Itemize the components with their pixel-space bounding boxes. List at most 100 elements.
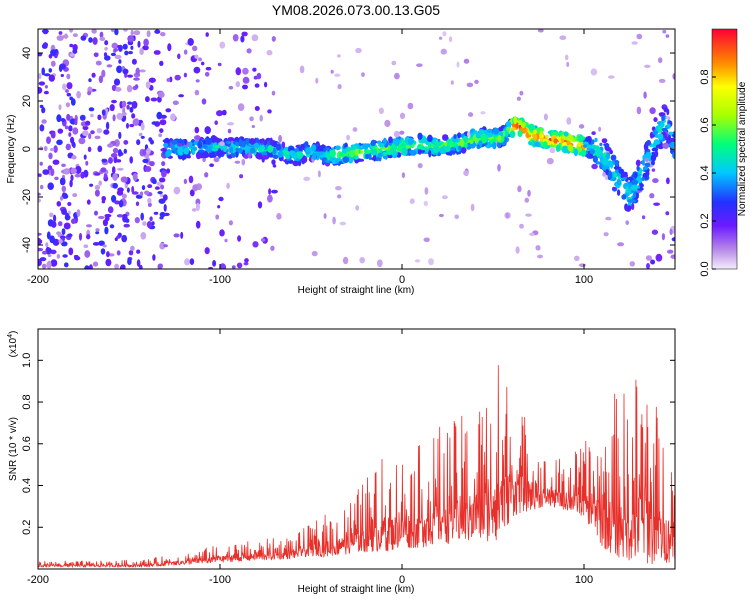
spectrogram-cell — [593, 155, 598, 163]
spectrogram-cell — [95, 231, 100, 235]
spectrogram-cell — [166, 78, 171, 82]
spectrogram-cell — [120, 264, 126, 269]
spectrogram-cell — [382, 151, 388, 157]
spectrogram-cell — [651, 160, 655, 166]
spectrogram-cell — [204, 172, 209, 178]
colorbar-tick-label: 0.0 — [699, 261, 711, 276]
spectrogram-cell — [128, 36, 135, 43]
spectrogram-cell — [122, 68, 129, 75]
spectrogram-cell — [167, 43, 172, 52]
spectrogram-cell — [227, 122, 235, 126]
spectrogram-cell — [312, 155, 316, 160]
spectrogram-cell — [231, 265, 236, 269]
colorbar-ticks: 0.0 0.2 0.4 0.6 0.8 — [699, 69, 716, 277]
spectrogram-cell — [192, 184, 199, 192]
spectrogram-cell — [136, 139, 141, 146]
spectrogram-cell — [50, 259, 58, 267]
spectrogram-cell — [216, 110, 223, 117]
spectrogram-cell — [322, 152, 326, 159]
spectrogram-cell — [65, 89, 69, 93]
spectrogram-cell — [120, 176, 128, 183]
spectrogram-cell — [211, 147, 219, 152]
spectrogram-cell — [95, 228, 100, 232]
spectrogram-cell — [332, 216, 336, 225]
spectrogram-cell — [361, 72, 365, 77]
spectrogram-cell — [157, 263, 163, 269]
spectrogram-cell — [589, 149, 596, 155]
spectrogram-cell — [88, 37, 93, 43]
spectrogram-cell — [649, 107, 656, 115]
spectrogram-cell — [278, 151, 284, 158]
spectrogram-cell — [53, 214, 57, 223]
bottom-y-tick-label: 0.2 — [21, 520, 33, 535]
spectrogram-cell — [78, 137, 86, 145]
spectrogram-cell — [416, 63, 423, 67]
spectrogram-cell — [158, 133, 163, 138]
spectrogram-cell — [61, 185, 67, 193]
spectrogram-cell — [56, 254, 61, 259]
spectrogram-cell — [658, 112, 666, 117]
spectrogram-cell — [672, 73, 675, 80]
spectrogram-cell — [378, 107, 384, 115]
spectrogram-cell — [112, 147, 119, 154]
spectrogram-cell — [219, 229, 225, 237]
spectrogram-cell — [96, 128, 103, 134]
spectrogram-cell — [38, 232, 42, 236]
spectrogram-cell — [424, 148, 430, 153]
spectrogram-cell — [616, 178, 622, 186]
spectrogram-cell — [127, 101, 133, 105]
spectrogram-cell — [69, 179, 73, 188]
spectrogram-cell — [142, 158, 149, 164]
spectrogram-cell — [323, 213, 327, 219]
spectrogram-cell — [159, 193, 164, 198]
spectrogram-cell — [260, 238, 266, 242]
spectrogram-cell — [80, 35, 87, 41]
spectrogram-cell — [376, 259, 383, 268]
spectrogram-cell — [194, 135, 201, 141]
top-y-tick-label: -20 — [21, 189, 33, 205]
spectrogram-cell — [461, 147, 467, 154]
spectrogram-cell — [359, 158, 365, 162]
spectrogram-cell — [629, 261, 635, 267]
spectrogram-cell — [423, 200, 428, 207]
spectrogram-cell — [650, 259, 655, 265]
spectrogram-cell — [66, 92, 72, 97]
spectrogram-cell — [315, 77, 319, 84]
spectrogram-cell — [158, 198, 166, 204]
bottom-y-tick-label: 0.8 — [21, 394, 33, 409]
spectrogram-cell — [252, 67, 257, 72]
spectrogram-cell — [134, 84, 139, 89]
spectrogram-cell — [101, 69, 106, 78]
top-x-tick-label: 0 — [399, 274, 405, 286]
spectrogram-cell — [212, 260, 217, 267]
spectrogram-cell — [574, 255, 580, 261]
spectrogram-cell — [264, 81, 268, 88]
spectrogram-cell — [561, 134, 566, 139]
spectrogram-cell — [505, 212, 509, 219]
spectrogram-cell — [116, 214, 124, 218]
spectrogram-cell — [666, 177, 670, 185]
spectrogram-cell — [177, 53, 181, 60]
spectrogram-cell — [384, 119, 391, 127]
spectrogram-cell — [172, 100, 179, 106]
spectrogram-cell — [124, 50, 129, 56]
spectrogram-cell — [88, 264, 93, 269]
spectrogram-cell — [424, 187, 429, 195]
spectrogram-cell — [183, 72, 187, 78]
spectrogram-cell — [662, 142, 670, 149]
spectrogram-cells — [38, 29, 675, 269]
spectrogram-cell — [100, 167, 107, 173]
spectrogram-cell — [192, 45, 198, 52]
spectrogram-cell — [653, 117, 658, 122]
spectrogram-cell — [452, 137, 459, 143]
spectrogram-cell — [76, 91, 81, 99]
spectrogram-cell — [198, 149, 206, 153]
spectrogram-cell — [661, 233, 666, 241]
spectrogram-cell — [69, 29, 74, 33]
colorbar-tick-label: 0.6 — [699, 117, 711, 132]
spectrogram-cell — [636, 106, 642, 115]
spectrogram-cell — [146, 147, 151, 155]
spectrogram-cell — [129, 156, 133, 164]
